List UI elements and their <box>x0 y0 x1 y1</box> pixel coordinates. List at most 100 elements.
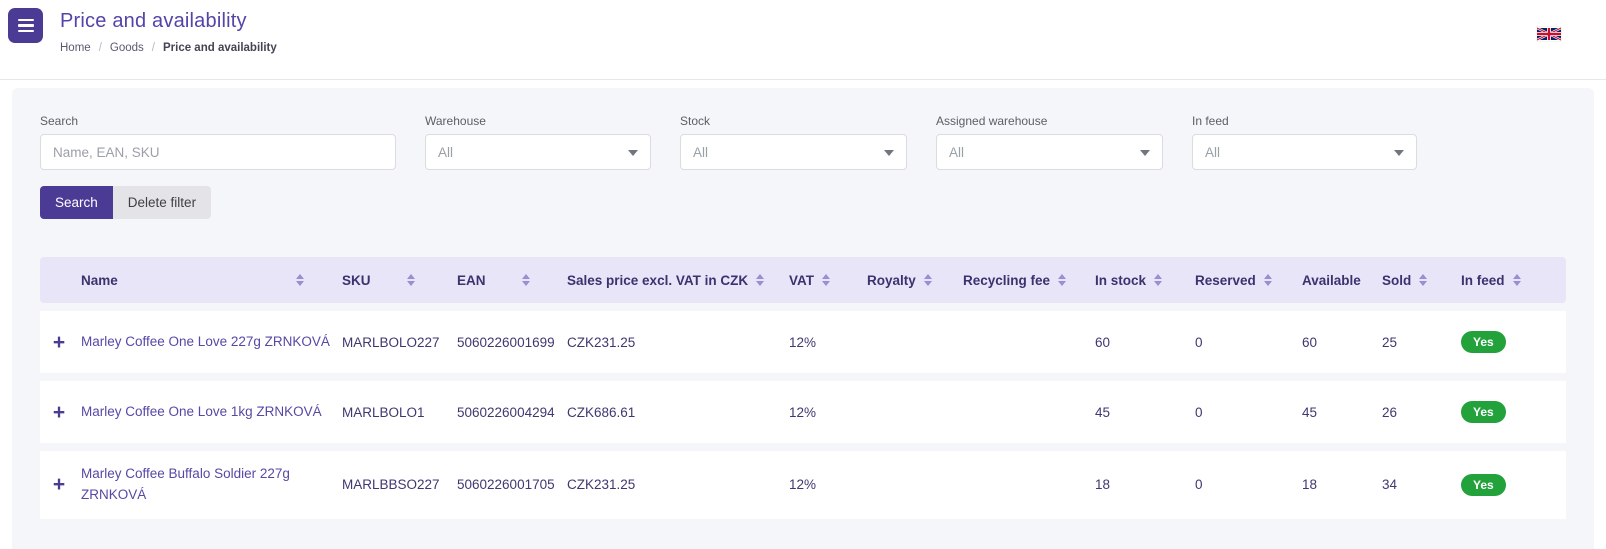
sort-icon[interactable] <box>296 274 304 286</box>
delete-filter-button[interactable]: Delete filter <box>112 186 212 219</box>
expand-row-button[interactable]: + <box>52 330 66 354</box>
search-label: Search <box>40 114 79 128</box>
reserved-cell: 0 <box>1195 477 1203 493</box>
sort-icon[interactable] <box>406 274 415 286</box>
table-header-row: Name SKU EAN Sales price excl. VAT in CZ… <box>40 257 1566 303</box>
breadcrumb-goods[interactable]: Goods <box>109 42 144 54</box>
sort-icon[interactable] <box>1058 274 1067 286</box>
table-row: + Marley Coffee One Love 227g ZRNKOVÁ MA… <box>40 311 1566 373</box>
breadcrumb: Home / Goods / Price and availability <box>60 42 277 54</box>
sort-icon[interactable] <box>1512 274 1521 286</box>
sort-icon[interactable] <box>521 274 530 286</box>
search-input[interactable] <box>40 134 396 170</box>
chevron-down-icon <box>884 150 894 156</box>
column-header-vat[interactable]: VAT <box>777 273 855 288</box>
assigned-warehouse-field: Assigned warehouse All <box>936 114 1163 170</box>
table-row: + Marley Coffee One Love 1kg ZRNKOVÁ MAR… <box>40 381 1566 443</box>
search-button[interactable]: Search <box>40 186 113 219</box>
chevron-down-icon <box>1140 150 1150 156</box>
filter-bar: Search Warehouse All Stock All Assigned … <box>40 114 1566 170</box>
in-feed-select-value: All <box>1205 144 1221 160</box>
top-bar: Price and availability Home / Goods / Pr… <box>0 0 1606 80</box>
sku-cell: MARLBOLO227 <box>342 334 440 350</box>
filter-actions: Search Delete filter <box>40 186 1566 219</box>
breadcrumb-current: Price and availability <box>162 42 277 54</box>
column-header-in-feed[interactable]: In feed <box>1449 273 1566 288</box>
price-cell: CZK686.61 <box>567 404 636 420</box>
price-cell: CZK231.25 <box>567 334 636 350</box>
vat-cell: 12% <box>789 404 817 420</box>
ean-cell: 5060226001699 <box>457 334 555 350</box>
vat-cell: 12% <box>789 334 817 350</box>
in-feed-badge: Yes <box>1461 473 1506 496</box>
sold-cell: 26 <box>1382 404 1398 420</box>
ean-cell: 5060226004294 <box>457 404 555 420</box>
in-stock-cell: 18 <box>1095 477 1111 493</box>
sort-icon[interactable] <box>1154 274 1163 286</box>
chevron-down-icon <box>628 150 638 156</box>
warehouse-label: Warehouse <box>425 114 486 128</box>
available-cell: 18 <box>1302 477 1318 493</box>
breadcrumb-separator: / <box>98 42 102 54</box>
products-table: Name SKU EAN Sales price excl. VAT in CZ… <box>40 257 1566 519</box>
table-row: + Marley Coffee Buffalo Soldier 227g ZRN… <box>40 451 1566 519</box>
sku-cell: MARLBOLO1 <box>342 404 425 420</box>
in-feed-badge: Yes <box>1461 401 1506 423</box>
in-stock-cell: 60 <box>1095 334 1111 350</box>
reserved-cell: 0 <box>1195 404 1203 420</box>
sold-cell: 34 <box>1382 477 1398 493</box>
column-header-sku[interactable]: SKU <box>330 273 445 288</box>
sort-icon[interactable] <box>1263 274 1272 286</box>
warehouse-select-value: All <box>438 144 454 160</box>
sort-icon[interactable] <box>822 274 830 286</box>
product-name-link[interactable]: Marley Coffee One Love 227g ZRNKOVÁ <box>81 333 330 349</box>
price-cell: CZK231.25 <box>567 477 636 493</box>
available-cell: 45 <box>1302 404 1318 420</box>
column-header-ean[interactable]: EAN <box>445 273 555 288</box>
in-feed-label: In feed <box>1192 114 1229 128</box>
page-header: Price and availability Home / Goods / Pr… <box>60 8 277 54</box>
content-card: Search Warehouse All Stock All Assigned … <box>12 88 1594 549</box>
search-field: Search <box>40 114 396 170</box>
chevron-down-icon <box>1394 150 1404 156</box>
column-header-royalty[interactable]: Royalty <box>855 273 951 288</box>
column-header-available: Available <box>1302 272 1361 288</box>
in-stock-cell: 45 <box>1095 404 1111 420</box>
sort-icon[interactable] <box>923 274 932 286</box>
stock-field: Stock All <box>680 114 907 170</box>
column-header-price[interactable]: Sales price excl. VAT in CZK <box>555 273 777 288</box>
product-name-link[interactable]: Marley Coffee One Love 1kg ZRNKOVÁ <box>81 403 322 419</box>
assigned-warehouse-label: Assigned warehouse <box>936 114 1048 128</box>
column-header-reserved[interactable]: Reserved <box>1183 273 1290 288</box>
column-header-name[interactable]: Name <box>78 273 330 288</box>
expand-row-button[interactable]: + <box>52 400 66 424</box>
uk-flag-icon[interactable] <box>1537 27 1561 41</box>
stock-label: Stock <box>680 114 711 128</box>
reserved-cell: 0 <box>1195 334 1203 350</box>
breadcrumb-home[interactable]: Home <box>60 42 91 54</box>
stock-select-value: All <box>693 144 709 160</box>
sold-cell: 25 <box>1382 334 1398 350</box>
sort-icon[interactable] <box>1419 274 1428 286</box>
column-header-sold[interactable]: Sold <box>1370 273 1449 288</box>
stock-select[interactable]: All <box>680 134 907 170</box>
assigned-warehouse-select[interactable]: All <box>936 134 1163 170</box>
in-feed-select[interactable]: All <box>1192 134 1417 170</box>
in-feed-field: In feed All <box>1192 114 1417 170</box>
expand-row-button[interactable]: + <box>52 473 66 497</box>
page-title: Price and availability <box>60 10 247 32</box>
warehouse-select[interactable]: All <box>425 134 651 170</box>
hamburger-icon <box>17 18 34 22</box>
assigned-warehouse-select-value: All <box>949 144 965 160</box>
sort-icon[interactable] <box>756 274 765 286</box>
ean-cell: 5060226001705 <box>457 477 555 493</box>
warehouse-field: Warehouse All <box>425 114 651 170</box>
column-header-recycling-fee[interactable]: Recycling fee <box>951 273 1083 288</box>
in-feed-badge: Yes <box>1461 331 1506 353</box>
breadcrumb-separator: / <box>151 42 155 54</box>
vat-cell: 12% <box>789 477 817 493</box>
column-header-in-stock[interactable]: In stock <box>1083 273 1183 288</box>
available-cell: 60 <box>1302 334 1318 350</box>
hamburger-menu-button[interactable] <box>8 8 43 43</box>
product-name-link[interactable]: Marley Coffee Buffalo Soldier 227g ZRNKO… <box>81 466 290 502</box>
